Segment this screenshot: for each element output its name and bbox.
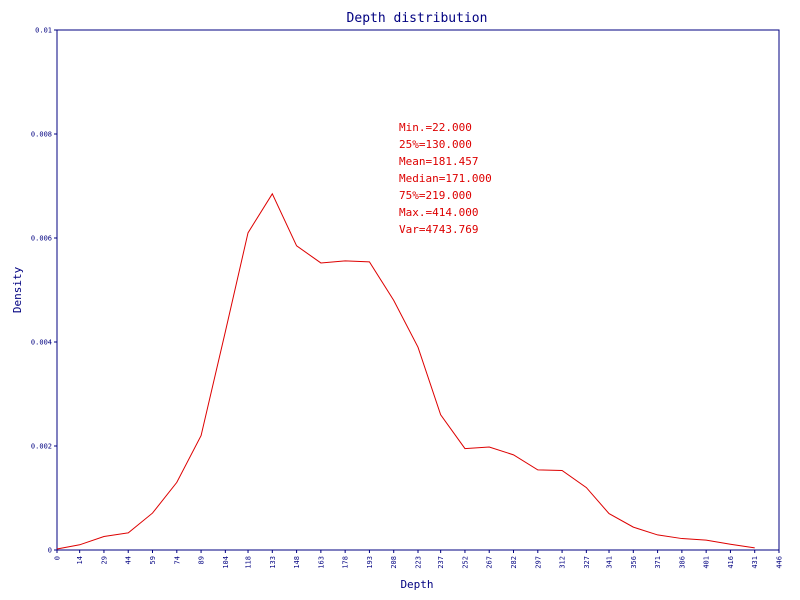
x-tick-label: 44 [125, 556, 133, 564]
x-tick-label: 148 [293, 556, 301, 569]
x-tick-label: 133 [269, 556, 277, 569]
x-tick-label: 327 [583, 556, 591, 569]
x-tick-label: 282 [510, 556, 518, 569]
summary-stats: Min.=22.000 25%=130.000 Mean=181.457 Median… [399, 121, 492, 236]
x-tick-label: 59 [149, 556, 157, 564]
density-line [56, 192, 755, 550]
x-axis-ticks: 0 14 29 44 59 74 89 104 118 133 148 163 178 193 208 223… [54, 550, 784, 569]
y-tick-label: 0 [48, 547, 52, 555]
stat-annotation: Max.=414.000 [399, 206, 478, 219]
y-axis-ticks: 0 0.002 0.004 0.006 0.008 0.01 [31, 27, 57, 555]
x-tick-label: 267 [486, 556, 494, 569]
x-tick-label: 297 [534, 556, 542, 569]
y-tick-label: 0.01 [35, 27, 52, 35]
x-tick-label: 312 [559, 556, 567, 569]
x-tick-label: 208 [390, 556, 398, 569]
plot-frame [56, 29, 780, 551]
stat-annotation: 25%=130.000 [399, 138, 472, 151]
stat-annotation: Median=171.000 [399, 172, 492, 185]
x-tick-label: 193 [366, 556, 374, 569]
x-tick-label: 446 [776, 556, 784, 569]
x-tick-label: 252 [461, 556, 469, 569]
x-tick-label: 356 [630, 556, 638, 569]
x-tick-label: 178 [342, 556, 350, 569]
y-axis-label: Density [11, 266, 24, 313]
y-tick-label: 0.004 [31, 339, 52, 347]
x-tick-label: 89 [198, 556, 206, 564]
x-tick-label: 14 [76, 556, 84, 564]
x-tick-label: 223 [415, 556, 423, 569]
x-tick-label: 74 [173, 556, 181, 564]
stat-annotation: Var=4743.769 [399, 223, 478, 236]
x-tick-label: 237 [437, 556, 445, 569]
x-tick-label: 386 [678, 556, 686, 569]
x-tick-label: 401 [703, 556, 711, 569]
y-tick-label: 0.008 [31, 131, 52, 139]
chart-title: Depth distribution [347, 11, 488, 26]
x-tick-label: 104 [222, 556, 230, 569]
x-tick-label: 371 [654, 556, 662, 569]
stat-annotation: Min.=22.000 [399, 121, 472, 134]
x-tick-label: 431 [751, 556, 759, 569]
density-points [56, 192, 757, 550]
x-tick-label: 163 [317, 556, 325, 569]
y-tick-label: 0.006 [31, 235, 52, 243]
x-tick-label: 118 [245, 556, 253, 569]
x-tick-label: 341 [606, 556, 614, 569]
x-tick-label: 416 [727, 556, 735, 569]
x-tick-label: 29 [100, 556, 108, 564]
stat-annotation: 75%=219.000 [399, 189, 472, 202]
y-tick-label: 0.002 [31, 443, 52, 451]
x-axis-label: Depth [400, 578, 433, 591]
stat-annotation: Mean=181.457 [399, 155, 478, 168]
x-tick-label: 0 [54, 556, 62, 560]
